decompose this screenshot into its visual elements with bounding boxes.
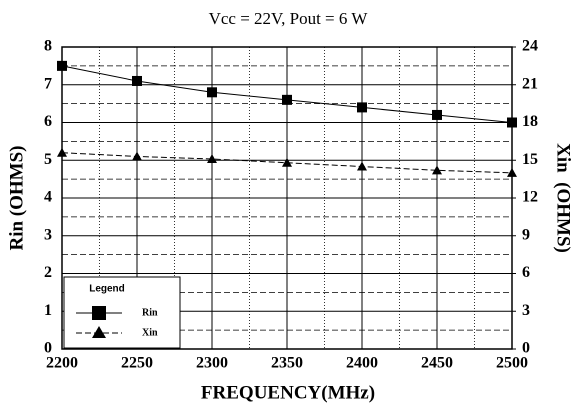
y2-tick-label: 12 <box>522 189 538 206</box>
x-tick-label: 2300 <box>196 355 228 372</box>
x-axis-label: FREQUENCY(MHz) <box>201 382 375 403</box>
y-tick-label: 3 <box>44 226 52 243</box>
chart-title: Vcc = 22V, Pout = 6 W <box>209 9 369 28</box>
marker <box>282 157 292 167</box>
legend-label: Rin <box>142 307 158 318</box>
legend: Legend Rin Xin <box>63 276 181 349</box>
marker <box>357 161 367 171</box>
marker <box>357 102 367 113</box>
marker <box>432 109 442 120</box>
y-tick-label: 1 <box>44 302 52 319</box>
y2-tick-label: 9 <box>522 226 530 243</box>
y-tick-label: 8 <box>44 38 52 55</box>
x-tick-label: 2350 <box>271 355 303 372</box>
y2-tick-label: 18 <box>522 113 538 130</box>
marker <box>132 151 142 161</box>
y-tick-label: 5 <box>44 151 52 168</box>
marker <box>132 75 142 86</box>
y2-tick-label: 3 <box>522 302 530 319</box>
y2-tick-label: 0 <box>522 340 530 357</box>
y-axis-label: Rin (OHMS) <box>6 145 27 250</box>
y2-tick-label: 21 <box>522 75 538 92</box>
marker <box>207 153 217 163</box>
y-tick-label: 4 <box>44 189 52 206</box>
y-tick-label: 0 <box>44 340 52 357</box>
y2-axis-label: Xin (OHMS) <box>553 143 574 253</box>
y2-tick-label: 15 <box>522 151 538 168</box>
x-tick-label: 2200 <box>46 355 78 372</box>
legend-marker <box>92 326 106 338</box>
marker <box>207 87 217 98</box>
x-tick-label: 2250 <box>121 355 153 372</box>
marker <box>57 60 67 71</box>
marker <box>282 94 292 105</box>
marker <box>507 117 517 128</box>
x-tick-label: 2400 <box>346 355 378 372</box>
marker <box>507 167 517 177</box>
y-tick-label: 6 <box>44 113 52 130</box>
y2-tick-label: 6 <box>522 264 530 281</box>
x-tick-label: 2450 <box>421 355 453 372</box>
plot-frame <box>61 46 513 350</box>
legend-marker <box>92 306 106 320</box>
legend-title: Legend <box>89 284 125 295</box>
y-tick-label: 7 <box>44 75 52 92</box>
marker <box>432 165 442 175</box>
y-tick-label: 2 <box>44 264 52 281</box>
legend-label: Xin <box>142 327 158 338</box>
x-tick-label: 2500 <box>496 355 528 372</box>
marker <box>57 147 67 157</box>
y2-tick-label: 24 <box>522 38 538 55</box>
